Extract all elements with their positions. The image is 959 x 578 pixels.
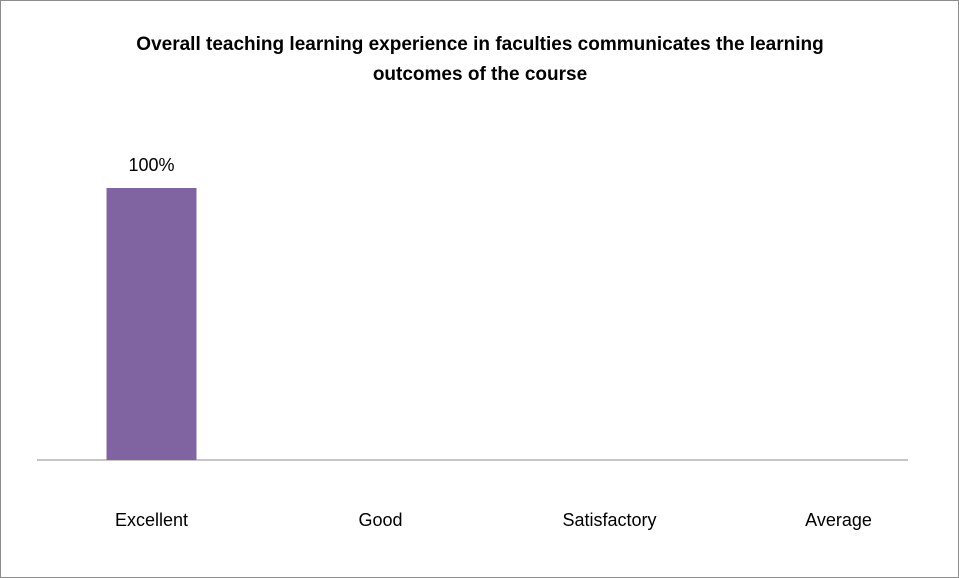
data-label: 100% xyxy=(128,155,174,175)
chart-title: Overall teaching learning experience in … xyxy=(136,34,824,85)
bar xyxy=(106,188,197,460)
x-tick-label: Excellent xyxy=(115,510,188,530)
x-tick-label: Average xyxy=(805,510,872,530)
x-tick-label: Satisfactory xyxy=(562,510,656,530)
x-tick-label: Good xyxy=(358,510,402,530)
